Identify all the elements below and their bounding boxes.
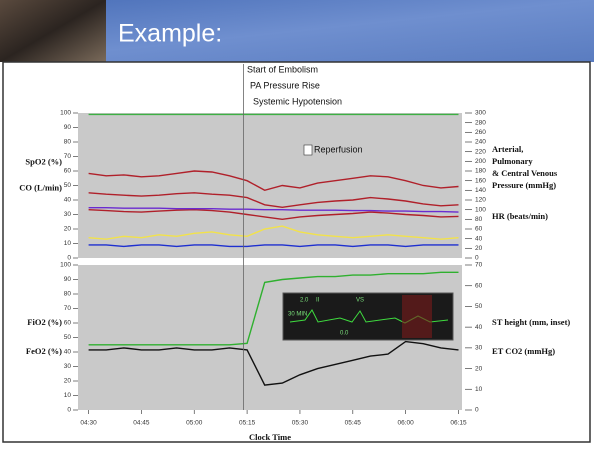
x-tick-label: 04:45 <box>133 420 150 427</box>
y2-tick-label: 160 <box>475 177 486 184</box>
y2-axis-label: Pressure (mmHg) <box>492 180 556 190</box>
inset-label: 2.0 <box>300 298 309 304</box>
y2-tick-label: 0 <box>475 255 479 262</box>
series-line <box>88 192 459 209</box>
series-line <box>88 208 459 221</box>
y-tick-label: 50 <box>64 334 72 341</box>
y-tick-label: 10 <box>64 240 72 247</box>
series-line <box>88 170 459 192</box>
annotation: Reperfusion <box>314 144 363 154</box>
y2-tick-label: 40 <box>475 235 483 242</box>
inset-label: 0.0 <box>340 331 349 337</box>
y2-axis-label: Arterial, <box>492 144 523 154</box>
y2-tick-label: 30 <box>475 345 483 352</box>
y2-tick-label: 100 <box>475 206 486 213</box>
y2-tick-label: 40 <box>475 324 483 331</box>
y-tick-label: 100 <box>60 110 71 117</box>
annotation: Systemic Hypotension <box>253 96 342 106</box>
x-tick-label: 05:00 <box>186 420 203 427</box>
y-tick-label: 0 <box>67 407 71 414</box>
y-tick-label: 70 <box>64 305 72 312</box>
y2-tick-label: 280 <box>475 119 486 126</box>
y2-tick-label: 50 <box>475 303 483 310</box>
inset-label: VS <box>356 298 364 304</box>
x-tick-label: 05:15 <box>239 420 256 427</box>
inset-label: 30 MIN <box>288 312 307 318</box>
y-tick-label: 40 <box>64 349 72 356</box>
slide-title: Example: <box>118 20 222 48</box>
y2-axis-label: ST height (mm, inset) <box>492 317 570 327</box>
y-axis-label: FeO2 (%) <box>26 346 62 356</box>
y2-tick-label: 140 <box>475 187 486 194</box>
reperfusion-marker <box>303 144 313 156</box>
y-tick-label: 80 <box>64 139 72 146</box>
y-tick-label: 90 <box>64 276 72 283</box>
y-tick-label: 20 <box>64 226 72 233</box>
header-photo <box>0 0 106 62</box>
x-tick-label: 05:30 <box>292 420 309 427</box>
y2-axis-label: Pulmonary <box>492 156 533 166</box>
x-tick-label: 05:45 <box>345 420 362 427</box>
y-tick-label: 80 <box>64 291 72 298</box>
y-tick-label: 20 <box>64 378 72 385</box>
y2-tick-label: 20 <box>475 365 483 372</box>
y2-tick-label: 260 <box>475 129 486 136</box>
y2-tick-label: 200 <box>475 158 486 165</box>
chart: 0102030405060708090100020406080100120140… <box>19 64 570 442</box>
y-axis-label: SpO2 (%) <box>25 156 62 166</box>
inset-label: II <box>316 298 320 304</box>
x-axis-label: Clock Time <box>249 432 291 442</box>
y2-tick-label: 240 <box>475 139 486 146</box>
y2-tick-label: 300 <box>475 110 486 117</box>
y2-tick-label: 120 <box>475 197 486 204</box>
y-tick-label: 100 <box>60 262 71 269</box>
series-line <box>88 207 459 213</box>
annotation: Start of Embolism <box>247 64 318 74</box>
series-line <box>88 244 459 248</box>
st-inset-highlight <box>402 295 432 338</box>
y-tick-label: 40 <box>64 197 72 204</box>
y2-axis-label: ET CO2 (mmHg) <box>492 346 555 356</box>
y2-tick-label: 10 <box>475 386 483 393</box>
y2-tick-label: 20 <box>475 245 483 252</box>
series-line <box>88 271 459 346</box>
y-tick-label: 0 <box>67 255 71 262</box>
y-tick-label: 10 <box>64 392 72 399</box>
x-tick-label: 06:15 <box>450 420 467 427</box>
y-tick-label: 50 <box>64 182 72 189</box>
series-line <box>88 225 459 240</box>
annotation: PA Pressure Rise <box>250 80 320 90</box>
y-axis-label: FiO2 (%) <box>27 317 62 327</box>
y2-tick-label: 180 <box>475 168 486 175</box>
y-tick-label: 60 <box>64 168 72 175</box>
series-line <box>88 340 459 386</box>
x-tick-label: 04:30 <box>80 420 97 427</box>
y2-tick-label: 0 <box>475 407 479 414</box>
y2-tick-label: 70 <box>475 262 483 269</box>
y2-tick-label: 60 <box>475 226 483 233</box>
y2-axis-label: & Central Venous <box>492 168 558 178</box>
y2-tick-label: 60 <box>475 282 483 289</box>
y2-tick-label: 80 <box>475 216 483 223</box>
slide-frame <box>2 61 591 443</box>
plot-area <box>78 113 462 258</box>
y-tick-label: 30 <box>64 363 72 370</box>
y-tick-label: 70 <box>64 153 72 160</box>
y-tick-label: 30 <box>64 211 72 218</box>
y-tick-label: 90 <box>64 124 72 131</box>
y2-tick-label: 220 <box>475 148 486 155</box>
y2-axis-label: HR (beats/min) <box>492 211 548 221</box>
y-tick-label: 60 <box>64 320 72 327</box>
x-tick-label: 06:00 <box>397 420 414 427</box>
y-axis-label: CO (L/min) <box>19 182 62 192</box>
